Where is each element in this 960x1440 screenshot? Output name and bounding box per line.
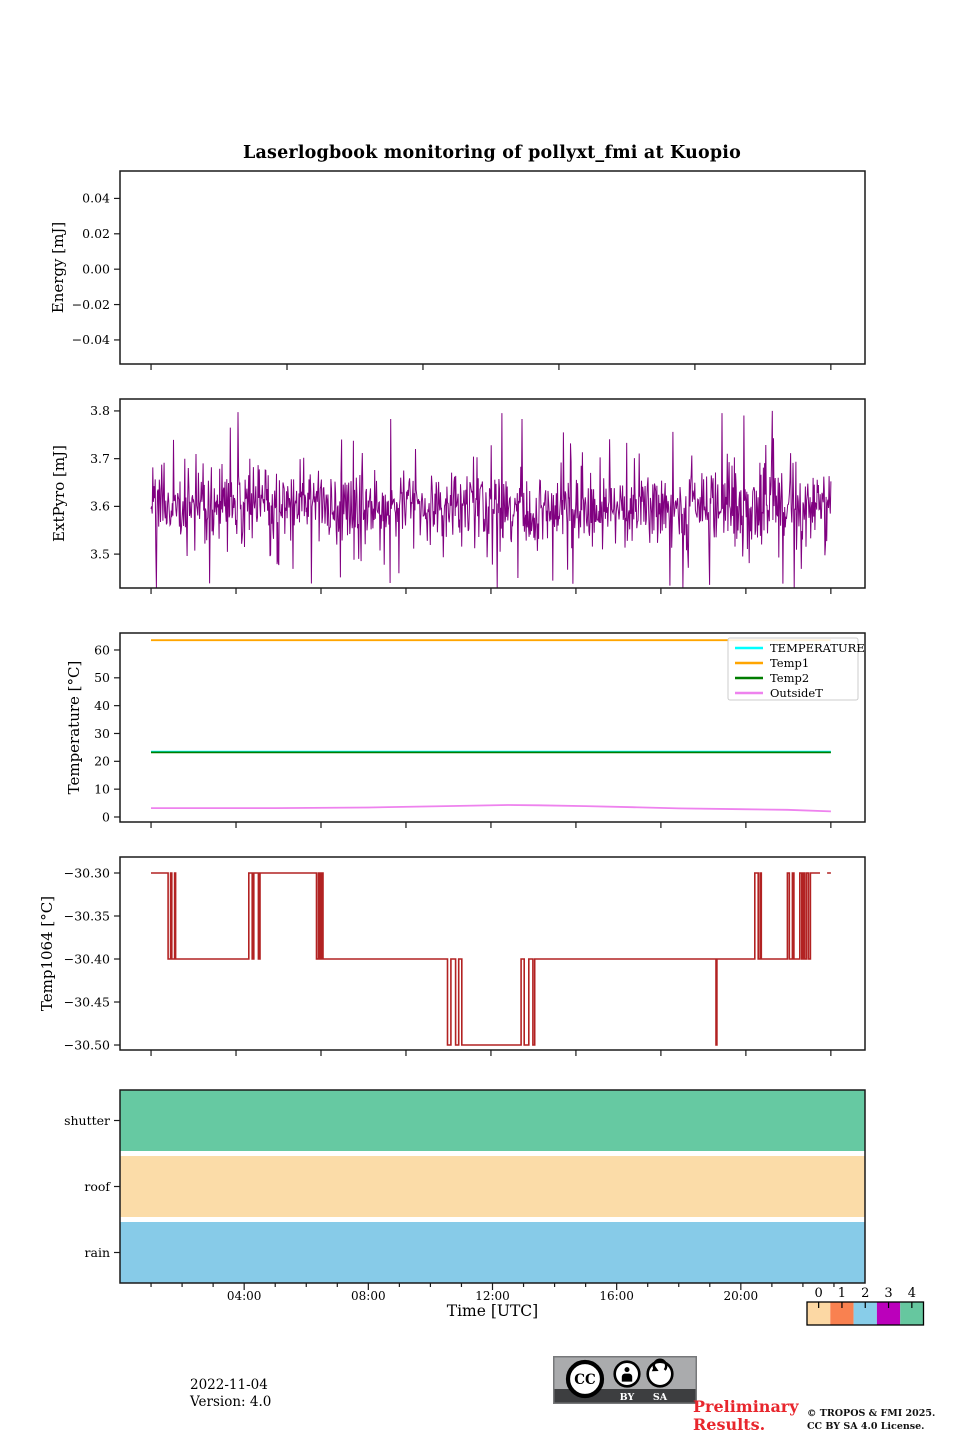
extpyro-ylabel: ExtPyro [mJ]	[50, 445, 68, 542]
status-row-label: shutter	[64, 1113, 110, 1128]
sa-arrow-icon	[646, 1360, 674, 1388]
x-axis-label: Time [UTC]	[446, 1302, 539, 1320]
temperature-ytick-label: 60	[94, 642, 110, 657]
time-tick-label: 04:00	[227, 1289, 262, 1303]
by-person-body	[621, 1373, 633, 1382]
colorbar-segment-2	[853, 1302, 877, 1325]
temp1064-ytick-label: −30.30	[64, 865, 110, 880]
temp1064-ytick-label: −30.35	[64, 908, 110, 923]
cc-license-badge: BY SA CC	[553, 1356, 697, 1404]
energy-plot-area	[119, 170, 866, 365]
extpyro-plot-area	[119, 398, 866, 589]
extpyro-series	[150, 410, 832, 588]
energy-ylabel: Energy [mJ]	[49, 222, 67, 313]
time-tick-label: 16:00	[599, 1289, 634, 1303]
temperature-series-outsidet	[151, 804, 831, 813]
by-person-head	[624, 1367, 630, 1373]
status-band-shutter	[120, 1090, 865, 1151]
copyright-note: © TROPOS & FMI 2025. CC BY SA 4.0 Licens…	[807, 1407, 935, 1433]
temp1064-plot-area	[119, 856, 866, 1051]
temperature-ytick-label: 50	[94, 670, 110, 685]
version-label: Version: 4.0	[190, 1394, 272, 1410]
preliminary-note: Preliminary Results.	[693, 1398, 799, 1434]
legend-label-temp1: Temp1	[770, 656, 809, 670]
legend-label-temperature: TEMPERATURE	[770, 641, 865, 655]
extpyro-ytick-label: 3.5	[90, 546, 110, 561]
energy-ytick-label: 0.02	[82, 226, 110, 241]
colorbar-label: 1	[838, 1286, 846, 1301]
copyright-line2: CC BY SA 4.0 License.	[807, 1421, 925, 1432]
colorbar-segment-3	[876, 1302, 901, 1325]
temperature-plot-area	[119, 632, 866, 823]
status-row-label: roof	[84, 1179, 111, 1194]
sa-arrow-head	[651, 1365, 659, 1372]
temp1064-ytick-label: −30.40	[64, 951, 110, 966]
cc-by-label: BY	[620, 1392, 635, 1403]
colorbar-segment-4	[900, 1302, 924, 1325]
colorbar-segment-1	[830, 1302, 854, 1325]
date-label: 2022-11-04	[190, 1377, 268, 1393]
temp1064-ytick-label: −30.45	[64, 994, 110, 1009]
colorbar-frame	[806, 1301, 925, 1326]
colorbar-label: 3	[884, 1286, 892, 1301]
colorbar-label: 0	[815, 1286, 823, 1301]
temperature-ytick-label: 30	[94, 726, 110, 741]
status-band-roof	[120, 1156, 865, 1217]
temperature-ytick-label: 0	[102, 809, 110, 824]
preliminary-line2: Results.	[693, 1415, 766, 1434]
energy-ytick-label: −0.02	[72, 297, 110, 312]
cc-icon-text: CC	[574, 1372, 596, 1388]
legend-box	[727, 637, 859, 701]
date-version-block: 2022-11-04 Version: 4.0	[190, 1377, 271, 1411]
copyright-line1: © TROPOS & FMI 2025.	[807, 1408, 936, 1419]
energy-ytick-label: 0.04	[82, 191, 110, 206]
extpyro-ytick-label: 3.7	[90, 451, 110, 466]
temp1064-series	[151, 872, 831, 1046]
energy-ytick-label: 0.00	[82, 261, 110, 276]
extpyro-ytick-label: 3.6	[90, 499, 110, 514]
temp1064-ytick-label: −30.50	[64, 1037, 110, 1052]
extpyro-ytick-label: 3.8	[90, 403, 110, 418]
temp1064-ylabel: Temp1064 [°C]	[38, 896, 56, 1011]
status-band-rain	[120, 1222, 865, 1283]
temperature-ytick-label: 40	[94, 698, 110, 713]
time-tick-label: 20:00	[724, 1289, 759, 1303]
legend-label-temp2: Temp2	[770, 671, 809, 685]
temperature-ylabel: Temperature [°C]	[65, 661, 83, 795]
cc-sa-label: SA	[653, 1392, 668, 1403]
cc-icon	[565, 1359, 605, 1399]
page-title: Laserlogbook monitoring of pollyxt_fmi a…	[242, 143, 742, 163]
preliminary-line1: Preliminary	[693, 1397, 799, 1416]
time-tick-label: 08:00	[351, 1289, 386, 1303]
time-tick-label: 12:00	[475, 1289, 510, 1303]
temperature-ytick-label: 10	[94, 781, 110, 796]
energy-ytick-label: −0.04	[72, 332, 110, 347]
temperature-ytick-label: 20	[94, 754, 110, 769]
colorbar-label: 4	[908, 1286, 916, 1301]
colorbar-segment-0	[807, 1302, 831, 1325]
legend-label-outsidet: OutsideT	[770, 686, 823, 700]
status-row-label: rain	[85, 1245, 110, 1260]
colorbar-label: 2	[861, 1286, 869, 1301]
